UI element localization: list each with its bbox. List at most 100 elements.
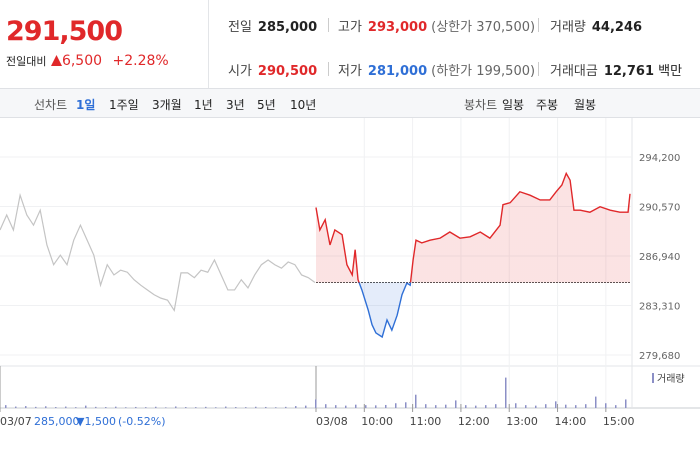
field-unit: 백만: [658, 64, 683, 79]
field-value: 44,246: [591, 20, 643, 35]
volume-bar: [335, 405, 337, 408]
x-tick-label: 14:00: [555, 415, 587, 428]
volume-bar: [505, 377, 507, 408]
volume-bar: [5, 405, 7, 408]
volume-bar: [135, 406, 137, 408]
volume-bar: [405, 402, 407, 408]
period-tab[interactable]: 일봉: [502, 98, 525, 112]
volume-bar: [565, 404, 567, 408]
tab-group-label: 봉차트: [464, 98, 498, 112]
field-label: 전일: [228, 20, 252, 35]
volume-bar: [535, 405, 537, 408]
today-area: [316, 173, 630, 337]
field: 저가 281,000 (하한가 199,500): [338, 60, 535, 79]
volume-bar: [585, 404, 587, 408]
legend-swatch: [652, 373, 654, 383]
y-tick-label: 286,940: [639, 252, 680, 263]
volume-bar: [395, 403, 397, 408]
period-tab[interactable]: 주봉: [536, 98, 559, 112]
volume-bar: [605, 403, 607, 408]
volume-bar: [545, 404, 547, 408]
volume-bar: [145, 407, 147, 408]
date-label: 03/07: [0, 415, 32, 428]
y-tick-label: 294,200: [639, 153, 680, 164]
volume-bar: [105, 407, 107, 408]
field-label: 저가: [338, 64, 362, 79]
volume-bar: [215, 407, 217, 408]
volume-bar: [325, 404, 327, 408]
volume-bar: [575, 405, 577, 408]
volume-bar: [25, 406, 27, 408]
field: 거래량 44,246: [550, 16, 642, 35]
field-value: 293,000: [367, 20, 428, 35]
quote-header: 291,500 전일대비 6,500 +2.28% 전일 285,000 고가 29…: [0, 0, 700, 89]
separator: [538, 62, 539, 76]
field-value: 12,761: [603, 64, 655, 79]
volume-bar: [375, 405, 377, 408]
volume-bar: [525, 405, 527, 408]
volume-bar: [235, 407, 237, 408]
field-value: 281,000: [367, 64, 428, 79]
period-tab[interactable]: 5년: [257, 98, 276, 112]
volume-bar: [45, 406, 47, 408]
change-label: 전일대비: [6, 55, 47, 68]
period-tab[interactable]: 3개월: [152, 98, 182, 112]
volume-bar: [415, 394, 417, 408]
volume-bar: [15, 406, 17, 408]
x-tick-label: 11:00: [410, 415, 442, 428]
volume-bar: [455, 400, 457, 408]
volume-bar: [365, 405, 367, 408]
up-triangle: [50, 55, 62, 66]
prev-change: ▼1,500: [76, 415, 116, 428]
volume-bar: [345, 405, 347, 408]
volume-bar: [195, 407, 197, 408]
period-tab[interactable]: 10년: [290, 98, 317, 112]
volume-bar: [265, 406, 267, 408]
volume-bar: [125, 407, 127, 408]
volume-bar: [285, 406, 287, 408]
period-tab[interactable]: 월봉: [574, 98, 597, 112]
field-label: 거래량: [550, 20, 586, 35]
field-value: 285,000: [257, 20, 318, 35]
prev-pct: (-0.52%): [118, 415, 166, 428]
volume-bar: [245, 407, 247, 408]
separator: [538, 18, 539, 32]
period-tab[interactable]: 3년: [226, 98, 245, 112]
volume-bar: [85, 405, 87, 408]
field: 시가 290,500: [228, 60, 317, 79]
volume-bar: [275, 407, 277, 408]
field-note: (상한가 370,500): [431, 20, 536, 35]
period-tab[interactable]: 1일: [76, 98, 96, 112]
field: 고가 293,000 (상한가 370,500): [338, 16, 535, 35]
y-tick-label: 279,680: [639, 351, 680, 362]
period-tab[interactable]: 1년: [194, 98, 213, 112]
separator: [328, 62, 329, 76]
volume-bar: [305, 405, 307, 408]
volume-bar: [615, 405, 617, 408]
volume-bar: [165, 407, 167, 408]
volume-bar: [555, 401, 557, 408]
volume-bar: [355, 404, 357, 408]
x-tick-label: 15:00: [603, 415, 635, 428]
volume-bar: [225, 406, 227, 408]
today-line: [315, 171, 631, 339]
volume-bar: [75, 407, 77, 408]
x-tick-label: 12:00: [458, 415, 490, 428]
tab-group-label: 선차트: [34, 98, 68, 112]
volume-bar: [625, 399, 627, 408]
volume-bar: [155, 406, 157, 408]
volume-bar: [255, 406, 257, 408]
period-tab[interactable]: 1주일: [109, 98, 139, 112]
volume-bar: [315, 399, 317, 408]
volume-bar: [515, 403, 517, 408]
date-label: 03/08: [316, 415, 348, 428]
field-value: 290,500: [257, 64, 318, 79]
y-tick-label: 290,570: [639, 203, 680, 214]
change-value: 6,500: [61, 53, 103, 69]
field: 전일 285,000: [228, 16, 317, 35]
volume-bar: [425, 404, 427, 408]
legend-label: 거래량: [657, 373, 685, 385]
volume-bar: [465, 405, 467, 408]
volume-bar: [495, 404, 497, 408]
